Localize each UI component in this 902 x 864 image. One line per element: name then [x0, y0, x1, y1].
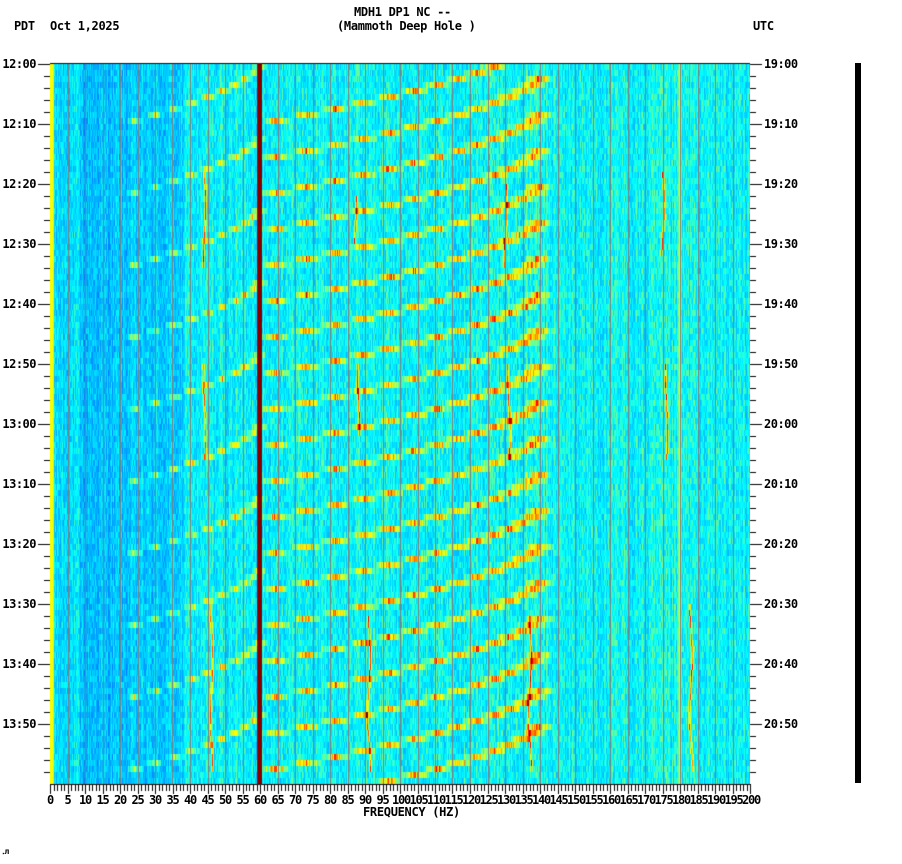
y-tick-label-left: 13:30	[2, 597, 36, 611]
y-tick-label-right: 19:30	[764, 237, 798, 251]
x-tick-label: 190	[706, 793, 726, 807]
x-tick-label: 170	[636, 793, 656, 807]
y-tick-label-right: 20:40	[764, 657, 798, 671]
x-tick-label: 20	[113, 793, 127, 807]
x-tick-label: 120	[461, 793, 481, 807]
y-tick-label-left: 12:30	[2, 237, 36, 251]
x-tick-label: 30	[148, 793, 162, 807]
x-tick-label: 25	[131, 793, 144, 807]
y-tick-label-left: 13:40	[2, 657, 36, 671]
x-tick-label: 105	[409, 793, 428, 807]
x-tick-label: 135	[514, 793, 533, 807]
x-tick-label: 175	[654, 793, 673, 807]
x-tick-label: 165	[619, 793, 638, 807]
footer-mark: ․л	[2, 847, 9, 856]
data-availability-bar	[855, 63, 861, 783]
y-tick-label-right: 20:50	[764, 717, 798, 731]
y-tick-label-left: 12:40	[2, 297, 36, 311]
x-tick-label: 15	[96, 793, 109, 807]
x-tick-label: 10	[78, 793, 92, 807]
x-tick-label: 95	[376, 793, 389, 807]
x-tick-label: 185	[689, 793, 708, 807]
y-tick-label-left: 12:10	[2, 117, 36, 131]
y-tick-label-left: 13:20	[2, 537, 36, 551]
x-tick-label: 70	[288, 793, 302, 807]
x-axis-title: FREQUENCY (HZ)	[363, 805, 460, 819]
x-tick-label: 145	[549, 793, 568, 807]
x-tick-label: 65	[271, 793, 284, 807]
x-tick-label: 200	[741, 793, 761, 807]
y-tick-label-left: 13:50	[2, 717, 36, 731]
y-tick-label-right: 20:30	[764, 597, 798, 611]
y-tick-label-right: 19:40	[764, 297, 798, 311]
x-tick-label: 5	[64, 793, 71, 807]
y-tick-label-left: 13:10	[2, 477, 36, 491]
x-tick-label: 115	[444, 793, 463, 807]
x-tick-label: 195	[724, 793, 743, 807]
y-tick-label-left: 13:00	[2, 417, 36, 431]
y-tick-label-left: 12:20	[2, 177, 36, 191]
y-tick-label-right: 20:10	[764, 477, 798, 491]
y-tick-label-right: 20:20	[764, 537, 798, 551]
x-tick-label: 45	[201, 793, 214, 807]
x-tick-label: 35	[166, 793, 179, 807]
y-tick-label-left: 12:00	[2, 57, 36, 71]
x-tick-label: 155	[584, 793, 603, 807]
y-tick-label-right: 19:00	[764, 57, 798, 71]
x-tick-label: 110	[426, 793, 446, 807]
x-tick-label: 85	[341, 793, 354, 807]
x-tick-label: 50	[218, 793, 232, 807]
x-tick-label: 130	[496, 793, 516, 807]
x-tick-label: 160	[601, 793, 621, 807]
x-tick-label: 80	[323, 793, 337, 807]
y-tick-label-right: 19:50	[764, 357, 798, 371]
x-tick-label: 0	[46, 793, 54, 807]
x-tick-label: 75	[306, 793, 319, 807]
x-tick-label: 55	[236, 793, 249, 807]
x-tick-label: 150	[566, 793, 586, 807]
y-tick-label-right: 20:00	[764, 417, 798, 431]
x-tick-label: 100	[391, 793, 411, 807]
y-tick-label-right: 19:20	[764, 177, 798, 191]
x-tick-label: 180	[671, 793, 691, 807]
x-tick-label: 40	[183, 793, 197, 807]
y-tick-label-left: 12:50	[2, 357, 36, 371]
x-tick-label: 60	[253, 793, 267, 807]
y-tick-label-right: 19:10	[764, 117, 798, 131]
x-tick-label: 140	[531, 793, 551, 807]
x-tick-label: 90	[358, 793, 372, 807]
x-tick-label: 125	[479, 793, 498, 807]
